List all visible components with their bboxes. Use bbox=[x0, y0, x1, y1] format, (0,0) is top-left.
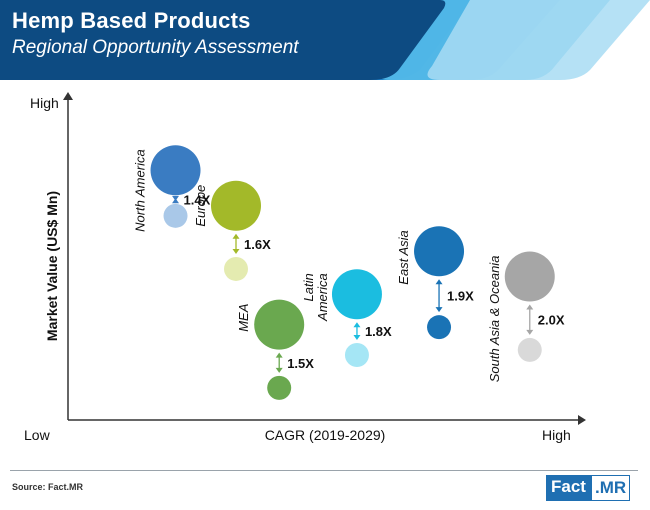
series-north-america: 1.4X North America bbox=[133, 145, 211, 232]
series-latin-america: 1.8X LatinAmerica bbox=[301, 269, 392, 367]
growth-arrow-head-bottom-east-asia bbox=[435, 307, 443, 313]
bubble-current-europe bbox=[224, 256, 248, 281]
bubble-current-mea bbox=[267, 375, 292, 400]
logo-mr: .MR bbox=[590, 475, 631, 501]
growth-arrow-head-top-latin-america bbox=[353, 322, 361, 328]
multiplier-label-south-asia-oceania: 2.0X bbox=[538, 313, 565, 328]
x-axis-low-label: Low bbox=[24, 427, 51, 443]
x-axis-arrow bbox=[578, 415, 586, 425]
multiplier-label-east-asia: 1.9X bbox=[447, 289, 474, 304]
multiplier-label-mea: 1.5X bbox=[287, 356, 314, 371]
growth-arrow-head-top-east-asia bbox=[435, 279, 443, 285]
region-label-line: South Asia & Oceania bbox=[487, 256, 502, 383]
region-label-line: East Asia bbox=[396, 230, 411, 284]
region-label-south-asia-oceania: South Asia & Oceania bbox=[487, 256, 502, 383]
bubble-current-latin-america bbox=[344, 342, 369, 367]
multiplier-label-europe: 1.6X bbox=[244, 237, 271, 252]
region-label-mea: MEA bbox=[236, 304, 251, 332]
bubble-future-south-asia-oceania bbox=[504, 251, 555, 302]
chart-title: Hemp Based Products bbox=[12, 8, 251, 33]
growth-arrow-head-top-south-asia-oceania bbox=[526, 304, 534, 310]
region-label-europe: Europe bbox=[193, 185, 208, 227]
header-background bbox=[0, 0, 650, 80]
header-banner: Hemp Based Products Regional Opportunity… bbox=[0, 0, 650, 80]
region-label-line: Europe bbox=[193, 185, 208, 227]
region-label-line: MEA bbox=[236, 304, 251, 332]
region-label-latin-america: LatinAmerica bbox=[301, 273, 330, 322]
bubble-future-east-asia bbox=[414, 226, 465, 277]
growth-arrow-head-bottom-mea bbox=[275, 367, 283, 373]
chart-marks: 1.4X North America 1.6X Europe 1.5X MEA 1.8X La… bbox=[133, 145, 565, 400]
x-axis-title: CAGR (2019-2029) bbox=[265, 427, 386, 443]
series-south-asia-oceania: 2.0X South Asia & Oceania bbox=[487, 251, 565, 383]
region-label-east-asia: East Asia bbox=[396, 230, 411, 284]
growth-arrow-head-top-europe bbox=[232, 233, 240, 239]
bubble-future-latin-america bbox=[331, 269, 382, 320]
bubble-current-south-asia-oceania bbox=[517, 337, 542, 362]
multiplier-label-latin-america: 1.8X bbox=[365, 324, 392, 339]
region-label-line: North America bbox=[133, 149, 148, 232]
series-europe: 1.6X Europe bbox=[193, 180, 271, 281]
series-mea: 1.5X MEA bbox=[236, 299, 314, 400]
region-label-north-america: North America bbox=[133, 149, 148, 232]
chart-axes: High Low High CAGR (2019-2029) Market Value … bbox=[24, 92, 586, 443]
bubble-future-europe bbox=[211, 180, 261, 231]
source-note: Source: Fact.MR bbox=[12, 482, 84, 492]
growth-arrow-head-bottom-europe bbox=[232, 248, 240, 254]
growth-arrow-head-bottom-latin-america bbox=[353, 334, 361, 340]
logo-fact: Fact bbox=[546, 475, 591, 501]
x-axis-high-label: High bbox=[542, 427, 571, 443]
chart-subtitle: Regional Opportunity Assessment bbox=[12, 37, 299, 58]
series-east-asia: 1.9X East Asia bbox=[396, 226, 474, 340]
bubble-chart: High Low High CAGR (2019-2029) Market Value … bbox=[24, 92, 586, 443]
growth-arrow-head-top-mea bbox=[275, 352, 283, 358]
bubble-current-north-america bbox=[163, 203, 188, 228]
footer-divider bbox=[10, 470, 638, 471]
bubble-future-north-america bbox=[150, 145, 201, 196]
bubble-current-east-asia bbox=[427, 315, 452, 340]
region-label-line: America bbox=[315, 273, 330, 322]
y-axis-high-label: High bbox=[30, 95, 59, 111]
growth-arrow-head-bottom-south-asia-oceania bbox=[526, 329, 534, 335]
factmr-logo: Fact .MR bbox=[546, 475, 631, 501]
y-axis-title: Market Value (US$ Mn) bbox=[44, 191, 60, 341]
y-axis-arrow bbox=[63, 92, 73, 100]
region-label-line: Latin bbox=[301, 273, 316, 301]
multiplier-label-north-america: 1.4X bbox=[184, 193, 211, 208]
bubble-future-mea bbox=[254, 299, 305, 350]
growth-arrow-head-bottom-north-america bbox=[172, 195, 180, 201]
